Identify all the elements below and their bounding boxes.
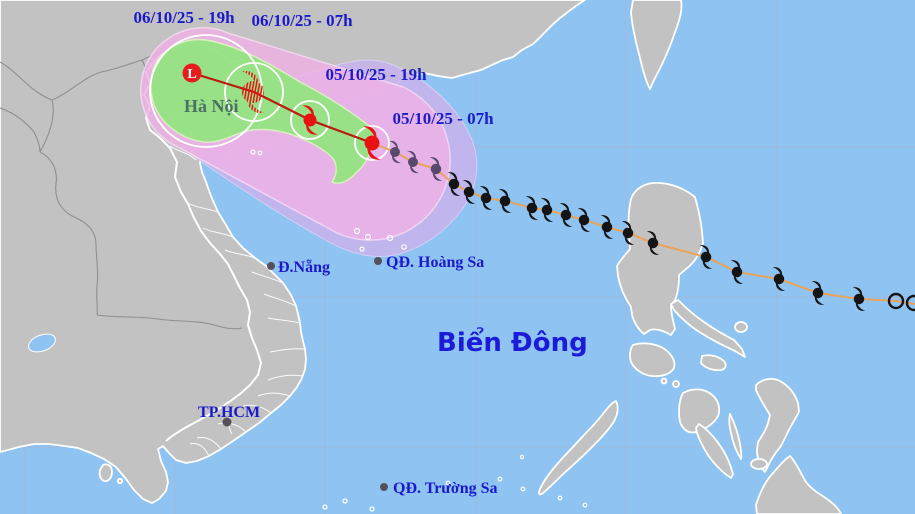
hcmc-dot xyxy=(222,417,232,427)
date-label-06-10-19h: 06/10/25 - 19h xyxy=(133,8,235,27)
hanoi-label: Hà Nội xyxy=(184,96,239,116)
past-track-line xyxy=(371,142,915,305)
danger-zone-green xyxy=(150,38,375,184)
date-label-06-10-07h: 06/10/25 - 07h xyxy=(251,11,353,30)
past-storm-symbols xyxy=(387,138,915,313)
samar-leyte-island xyxy=(755,378,800,473)
low-pressure-L-marker: L xyxy=(182,63,202,83)
catanduanes-island xyxy=(734,321,748,333)
danang-label: Đ.Nẵng xyxy=(278,259,330,276)
label-layer: 06/10/25 - 19h 06/10/25 - 07h 05/10/25 -… xyxy=(133,8,587,497)
masbate-island xyxy=(700,354,727,372)
bicol-peninsula xyxy=(670,299,746,358)
l-marker-letter: L xyxy=(187,67,196,82)
land-layer xyxy=(0,0,842,514)
city-dots xyxy=(222,257,388,491)
spratly-dot xyxy=(380,483,388,491)
sea-name-label: Biển Đông xyxy=(437,325,588,358)
mindanao-island xyxy=(755,455,842,514)
paracel-dot xyxy=(374,257,382,265)
past-depression-circle-icon xyxy=(905,294,915,312)
date-label-05-10-19h: 05/10/25 - 19h xyxy=(325,65,427,84)
mindoro-island xyxy=(629,342,676,378)
paracel-label: QĐ. Hoàng Sa xyxy=(386,254,484,271)
date-label-05-10-07h: 05/10/25 - 07h xyxy=(392,109,494,128)
negros-island xyxy=(695,423,734,479)
palawan-island xyxy=(538,400,619,496)
spratly-label: QĐ. Trường Sa xyxy=(393,480,498,497)
l-marker-circle xyxy=(182,63,202,83)
small-islet xyxy=(660,377,668,385)
luzon-island xyxy=(616,181,704,336)
islet-layer xyxy=(250,149,588,512)
phu-quoc-island xyxy=(98,463,113,483)
past-depression-circle-icon xyxy=(887,292,905,310)
lake xyxy=(28,333,56,353)
danang-dot xyxy=(267,262,275,270)
forecast-storm-symbols: L xyxy=(182,63,384,163)
romblon-islet xyxy=(672,380,680,388)
gulf-islet xyxy=(116,477,124,485)
panay-island xyxy=(678,388,721,434)
forecast-track-line xyxy=(191,71,373,145)
cebu-island xyxy=(728,413,743,460)
taiwan-island xyxy=(630,0,683,90)
hcmc-label: TP.HCM xyxy=(198,404,260,421)
bohol-island xyxy=(750,458,768,470)
